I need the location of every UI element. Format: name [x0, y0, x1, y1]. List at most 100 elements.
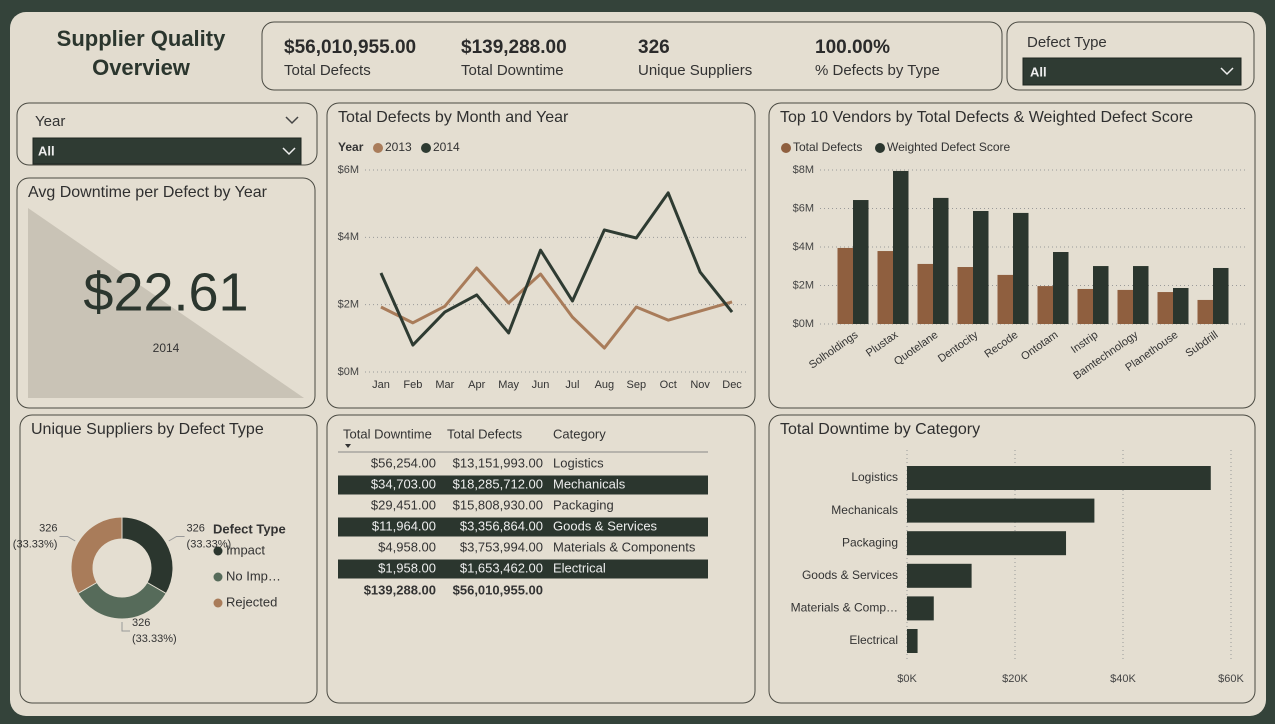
data-label: 326: [39, 522, 57, 534]
x-tick-label: Oct: [660, 379, 677, 391]
chevron[interactable]: [282, 147, 296, 156]
legend-label: Impact: [226, 542, 265, 557]
y-tick-label: Packaging: [842, 535, 898, 549]
legend-title: Year: [338, 140, 364, 154]
legend-marker: [421, 143, 431, 153]
legend-marker: [373, 143, 383, 153]
kpi-value: $139,288.00: [461, 37, 567, 58]
bar: [877, 251, 893, 324]
bar: [893, 170, 909, 324]
y-tick-label: $4M: [793, 241, 814, 253]
dropdown[interactable]: [1022, 57, 1242, 86]
bar: [973, 211, 989, 324]
kpi-label: Total Downtime: [461, 62, 564, 79]
legend-marker: [213, 572, 223, 582]
x-tick-label: $40K: [1110, 673, 1136, 685]
table-cell: $34,703.00: [371, 476, 436, 491]
table-cell: $3,753,994.00: [460, 539, 543, 554]
bar: [1013, 212, 1029, 324]
bar: [907, 563, 972, 588]
data-label: 326: [187, 522, 205, 534]
legend-label: 2014: [433, 140, 460, 154]
page-title: Supplier Quality Overview: [56, 26, 226, 80]
table-cell: $13,151,993.00: [453, 455, 543, 470]
table-cell: Logistics: [553, 455, 604, 470]
x-tick-label: May: [498, 379, 519, 391]
leader-line: [121, 622, 130, 632]
bar: [1157, 292, 1173, 324]
x-tick-label: Apr: [468, 379, 485, 391]
bar: [853, 200, 869, 324]
data-label: 326: [132, 617, 150, 629]
kpi-label: % Defects by Type: [815, 62, 940, 79]
table-cell: $1,958.00: [378, 560, 436, 575]
column-header: Category: [553, 426, 606, 441]
kpi-value: 100.00%: [815, 37, 890, 58]
bar: [1037, 286, 1053, 324]
y-tick-label: $8M: [793, 164, 814, 176]
card-decoration: [28, 208, 304, 398]
x-tick-label: $20K: [1002, 673, 1028, 685]
leader-line: [168, 536, 185, 542]
dropdown-value[interactable]: All: [1030, 64, 1047, 79]
card-value: $22.61: [83, 262, 248, 322]
chevron[interactable]: [1220, 67, 1234, 76]
x-tick-label: Aug: [595, 379, 615, 391]
chart-title: Unique Suppliers by Defect Type: [31, 421, 264, 438]
row-highlight: [338, 475, 708, 495]
leader-line: [59, 536, 76, 542]
bar: [1077, 288, 1093, 324]
data-label: (33.33%): [13, 538, 58, 550]
data-label: (33.33%): [187, 538, 232, 550]
table-cell: Goods & Services: [553, 518, 658, 533]
legend-marker: [781, 143, 791, 153]
data-label: (33.33%): [132, 633, 177, 645]
legend-marker: [213, 546, 223, 556]
y-tick-label: $0M: [793, 318, 814, 330]
x-tick-label: Jul: [565, 379, 579, 391]
chart-title: Total Downtime by Category: [780, 421, 980, 438]
x-tick-label: Feb: [403, 379, 422, 391]
table-total: $56,010,955.00: [453, 582, 543, 597]
legend-label: Weighted Defect Score: [887, 140, 1011, 154]
legend-title: Defect Type: [213, 521, 286, 536]
y-tick-label: $2M: [338, 299, 359, 311]
x-tick-label: $0K: [897, 673, 917, 685]
line: [379, 191, 734, 347]
dropdown[interactable]: [32, 137, 302, 165]
bar: [957, 267, 973, 324]
table-cell: $29,451.00: [371, 497, 436, 512]
kpi-label: Unique Suppliers: [638, 62, 752, 79]
chevron[interactable]: [285, 116, 299, 125]
legend-label: No Imp…: [226, 568, 281, 583]
x-tick-label: Sep: [627, 379, 647, 391]
bar: [1053, 252, 1069, 324]
kpi-panel: [261, 21, 1003, 91]
y-tick-label: Logistics: [851, 470, 898, 484]
chart-title: Total Defects by Month and Year: [338, 109, 569, 126]
table-cell: $11,964.00: [372, 518, 436, 533]
chart-panel: [768, 102, 1256, 409]
bar: [907, 596, 934, 621]
y-tick-label: $4M: [338, 231, 359, 243]
bar: [997, 274, 1013, 324]
x-tick-label: $60K: [1218, 673, 1244, 685]
dropdown-value[interactable]: All: [38, 143, 55, 158]
bar: [917, 263, 933, 324]
y-tick-label: Mechanicals: [831, 503, 898, 517]
x-tick-label: Dec: [722, 379, 742, 391]
table-cell: $4,958.00: [378, 539, 436, 554]
chart-panel: [768, 414, 1256, 704]
column-header: Total Defects: [447, 426, 523, 441]
bar: [837, 247, 853, 324]
row-highlight: [338, 559, 708, 579]
y-tick-label: $6M: [793, 202, 814, 214]
table-cell: Electrical: [553, 560, 606, 575]
x-tick-label: Jan: [372, 379, 390, 391]
x-tick-label: Mar: [435, 379, 454, 391]
bar: [1133, 266, 1149, 324]
column-header: Total Downtime: [343, 426, 432, 441]
card-label: 2014: [153, 341, 180, 355]
table-cell: $1,653,462.00: [460, 560, 543, 575]
